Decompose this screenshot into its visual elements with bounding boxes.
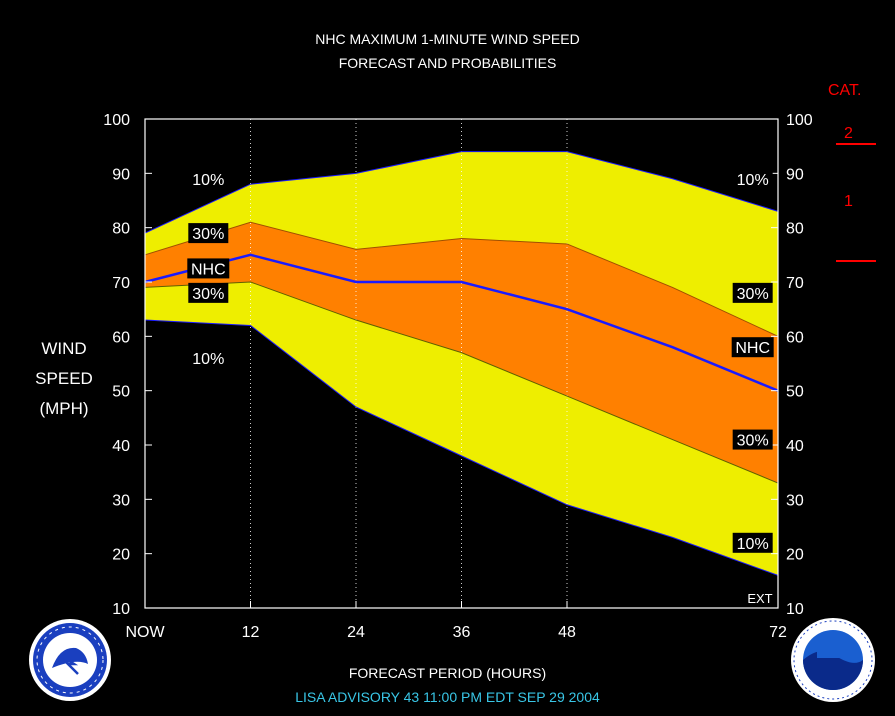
line-10-lower xyxy=(144,319,779,576)
x-tick-label-12: 12 xyxy=(242,624,260,641)
band-label-2: NHC xyxy=(191,261,226,278)
y-tick-label-left-50: 50 xyxy=(112,384,130,401)
series-lines xyxy=(144,151,779,576)
y-tick-label-right-30: 30 xyxy=(786,492,804,509)
chart-title-line1: NHC MAXIMUM 1-MINUTE WIND SPEED xyxy=(315,31,580,47)
y-tick-label-left-80: 80 xyxy=(112,221,130,238)
line-30-upper xyxy=(144,221,779,337)
band-label-bg-2 xyxy=(187,258,230,279)
band-label-3: 30% xyxy=(192,286,224,303)
band-label-6: 30% xyxy=(737,286,769,303)
band-label-7: NHC xyxy=(735,340,770,357)
band-label-bg-9 xyxy=(732,532,773,553)
x-tick-label-0: NOW xyxy=(125,624,165,641)
y-tick-label-right-60: 60 xyxy=(786,329,804,346)
band-label-bg-5 xyxy=(732,168,773,189)
x-tick-label-48: 48 xyxy=(558,624,576,641)
y-tick-label-right-80: 80 xyxy=(786,221,804,238)
category-label-2: 2 xyxy=(844,125,853,142)
x-tick-label-24: 24 xyxy=(347,624,365,641)
band-labels: 10% 30% NHC 30% 10% 10% 30% NHC 30% 10% xyxy=(187,168,774,553)
band-label-bg-0 xyxy=(188,168,229,189)
y-tick-label-left-70: 70 xyxy=(112,275,130,292)
band-label-bg-8 xyxy=(732,429,773,450)
band-label-5: 10% xyxy=(737,172,769,189)
axis-ticks: 10 10 20 20 30 30 40 40 50 50 60 60 70 70 80 80 90 90 100 1… xyxy=(103,112,813,641)
y-tick-label-left-20: 20 xyxy=(112,547,130,564)
nws-logo xyxy=(29,619,111,701)
advisory-footer: LISA ADVISORY 43 11:00 PM EDT SEP 29 200… xyxy=(295,689,600,705)
y-tick-label-right-20: 20 xyxy=(786,547,804,564)
band-label-bg-3 xyxy=(188,282,229,303)
band-label-9: 10% xyxy=(737,536,769,553)
band-label-0: 10% xyxy=(192,172,224,189)
x-tick-label-36: 36 xyxy=(453,624,471,641)
y-tick-label-right-100: 100 xyxy=(786,112,813,129)
band-10-lower xyxy=(145,282,778,576)
band-label-1: 30% xyxy=(192,226,224,243)
band-label-bg-4 xyxy=(188,348,229,369)
y-tick-label-left-10: 10 xyxy=(112,601,130,618)
y-tick-label-right-90: 90 xyxy=(786,166,804,183)
band-label-4: 10% xyxy=(192,351,224,368)
category-label-1: 1 xyxy=(844,193,853,210)
band-label-bg-1 xyxy=(188,223,229,244)
line-nhc xyxy=(144,253,779,392)
x-tick-label-72: 72 xyxy=(769,624,787,641)
band-label-bg-7 xyxy=(731,337,774,358)
noaa-logo xyxy=(791,618,875,702)
y-tick-label-left-30: 30 xyxy=(112,492,130,509)
band-10-upper xyxy=(145,151,778,337)
line-30-lower xyxy=(144,281,779,484)
y-tick-label-right-10: 10 xyxy=(786,601,804,618)
band-label-8: 30% xyxy=(737,433,769,450)
category-lines xyxy=(836,143,876,262)
y-tick-label-left-100: 100 xyxy=(103,112,130,129)
y-tick-label-left-60: 60 xyxy=(112,329,130,346)
y-axis-label-line3: (MPH) xyxy=(39,399,89,418)
chart-title-line2: FORECAST AND PROBABILITIES xyxy=(338,55,557,71)
gridlines xyxy=(250,119,568,608)
y-tick-label-right-40: 40 xyxy=(786,438,804,455)
x-axis-label: FORECAST PERIOD (HOURS) xyxy=(348,665,547,681)
y-tick-label-left-40: 40 xyxy=(112,438,130,455)
category-title: CAT. xyxy=(828,82,862,99)
y-tick-label-right-70: 70 xyxy=(786,275,804,292)
y-tick-label-left-90: 90 xyxy=(112,166,130,183)
line-10-upper xyxy=(144,151,779,234)
band-label-bg-6 xyxy=(732,282,773,303)
y-axis-label-line2: SPEED xyxy=(35,369,93,388)
ext-label: EXT xyxy=(747,591,772,606)
y-tick-label-right-50: 50 xyxy=(786,384,804,401)
y-axis-label-line1: WIND xyxy=(41,339,87,358)
